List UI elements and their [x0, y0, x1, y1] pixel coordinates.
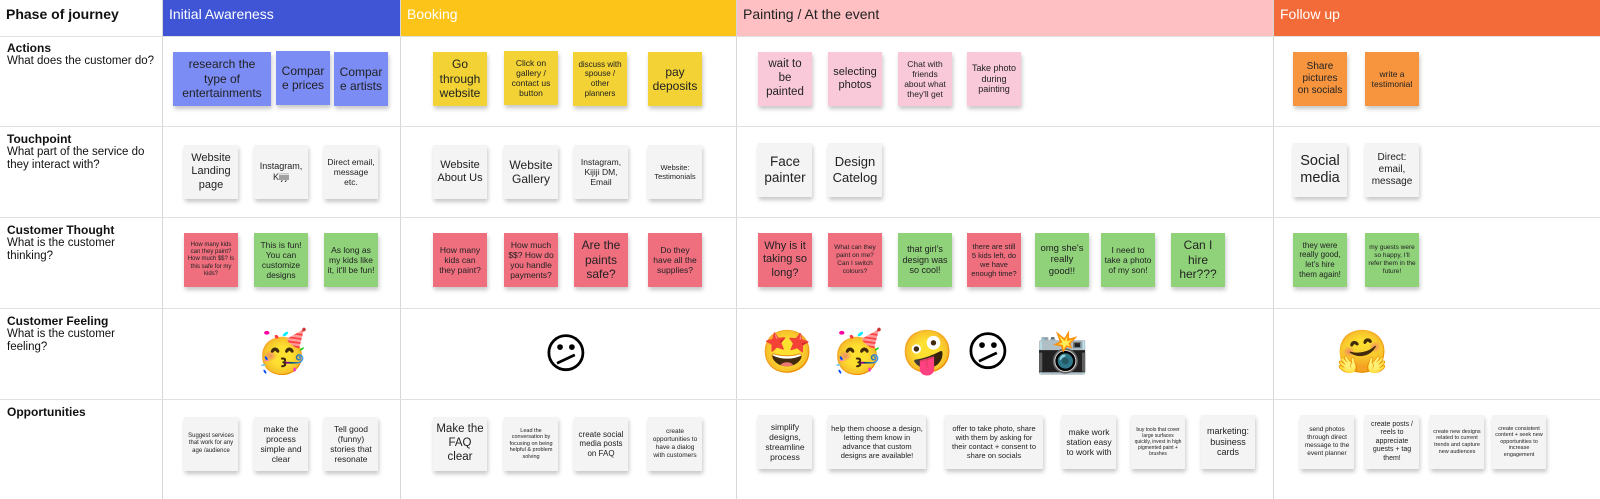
sticky-note[interactable]: omg she's really good!! — [1035, 233, 1089, 287]
row-subtitle: What part of the service do they interac… — [7, 146, 145, 171]
sticky-note[interactable]: As long as my kids like it, it'll be fun… — [324, 233, 378, 287]
column-divider — [1273, 0, 1274, 499]
sticky-note[interactable]: send photos through direct message to th… — [1300, 415, 1354, 469]
sticky-note[interactable]: Website Gallery — [504, 145, 558, 199]
sticky-note[interactable]: Suggest services that work for any age /… — [184, 417, 238, 471]
row-heading: Customer Thought — [7, 223, 115, 237]
sticky-note[interactable]: How many kids can they paint? — [433, 233, 487, 287]
row-heading: Actions — [7, 41, 52, 55]
sticky-note[interactable]: wait to be painted — [758, 52, 812, 106]
sticky-note[interactable]: Share pictures on socials — [1293, 52, 1347, 106]
sticky-note[interactable]: Lead the conversation by focusing on bei… — [504, 417, 558, 471]
sticky-note[interactable]: research the type of entertainments — [173, 52, 271, 106]
confused-face-icon: 😕 — [966, 327, 1010, 376]
sticky-note[interactable]: create consistent content + seek new opp… — [1492, 415, 1546, 469]
sticky-note[interactable]: pay deposits — [648, 52, 702, 106]
sticky-note[interactable]: offer to take photo, share with them by … — [945, 415, 1043, 469]
row-heading: Opportunities — [7, 405, 86, 419]
sticky-note[interactable]: Tell good (funny) stories that resonate — [324, 417, 378, 471]
row-divider — [0, 126, 1600, 127]
sticky-note[interactable]: create opportunities to have a dialog wi… — [648, 417, 702, 471]
sticky-note[interactable]: help them choose a design, letting them … — [828, 415, 926, 469]
phase-header-booking: Booking — [401, 0, 736, 36]
sticky-note[interactable]: marketing: business cards — [1201, 415, 1255, 469]
zany-face-icon: 🤪 — [901, 327, 954, 376]
row-title-customer-feeling: Customer Feeling What is the customer fee… — [7, 315, 157, 354]
sticky-note[interactable]: Website About Us — [433, 145, 487, 199]
sticky-note[interactable]: This is fun! You can customize designs — [254, 233, 308, 287]
hugging-face-icon: 🤗 — [1336, 327, 1389, 376]
row-title-touchpoint: Touchpoint What part of the service do th… — [7, 133, 157, 172]
sticky-note[interactable]: create new designs related to current tr… — [1430, 415, 1484, 469]
phase-of-journey-label: Phase of journey — [6, 6, 119, 22]
sticky-note[interactable]: discuss with spouse / other planners — [573, 52, 627, 106]
sticky-note[interactable]: my guests were so happy, I'll refer them… — [1365, 233, 1419, 287]
sticky-note[interactable]: Direct email, message etc. — [324, 145, 378, 199]
row-subtitle: What is the customer thinking? — [7, 237, 116, 262]
sticky-note[interactable]: Go through website — [433, 52, 487, 106]
row-subtitle: What does the customer do? — [7, 55, 155, 67]
row-divider — [0, 399, 1600, 400]
row-title-actions: Actions What does the customer do? — [7, 42, 157, 68]
sticky-note[interactable]: Website Landing page — [184, 145, 238, 199]
partying-face-icon: 🥳 — [256, 327, 309, 376]
sticky-note[interactable]: make the process simple and clear — [254, 417, 308, 471]
sticky-note[interactable]: Compare prices — [276, 51, 330, 105]
sticky-note[interactable]: Instagram, Kijiji — [254, 145, 308, 199]
sticky-note[interactable]: How many kids can they paint? How much $… — [184, 233, 238, 287]
phase-header-initial-awareness: Initial Awareness — [163, 0, 400, 36]
sticky-note[interactable]: Chat with friends about what they'll get — [898, 52, 952, 106]
sticky-note[interactable]: buy tools that cover large surfaces quic… — [1131, 415, 1185, 469]
phase-header-follow-up: Follow up — [1274, 0, 1600, 36]
column-divider — [736, 0, 737, 499]
sticky-note[interactable]: simplify designs, streamline process — [758, 415, 812, 469]
sticky-note[interactable]: Direct: email, message — [1365, 143, 1419, 197]
sticky-note[interactable]: Instagram, Kijiji DM, Email — [574, 145, 628, 199]
star-struck-icon: 🤩 — [761, 327, 814, 376]
sticky-note[interactable]: that girl's design was so cool! — [898, 233, 952, 287]
row-subtitle: What is the customer feeling? — [7, 328, 116, 353]
sticky-note[interactable]: How much $$? How do you handle payments? — [504, 233, 558, 287]
row-title-opportunities: Opportunities — [7, 406, 157, 419]
sticky-note[interactable]: Take photo during painting — [967, 52, 1021, 106]
row-heading: Touchpoint — [7, 132, 72, 146]
sticky-note[interactable]: they were really good, let's hire them a… — [1293, 233, 1347, 287]
sticky-note[interactable]: Face painter — [758, 143, 812, 197]
sticky-note[interactable]: What can they paint on me? Can I switch … — [828, 233, 882, 287]
phase-header-painting: Painting / At the event — [737, 0, 1273, 36]
sticky-note[interactable]: selecting photos — [828, 52, 882, 106]
sticky-note[interactable]: create posts / reels to appreciate guest… — [1365, 415, 1419, 469]
sticky-note[interactable]: create social media posts on FAQ — [574, 417, 628, 471]
row-divider — [0, 308, 1600, 309]
sticky-note[interactable]: Do they have all the supplies? — [648, 233, 702, 287]
sticky-note[interactable]: Design Catelog — [828, 143, 882, 197]
camera-flash-icon: 📸 — [1036, 327, 1089, 376]
sticky-note[interactable]: Social media — [1293, 143, 1347, 197]
sticky-note[interactable]: Click on gallery / contact us button — [504, 51, 558, 105]
sticky-note[interactable]: there are still 5 kids left, do we have … — [967, 233, 1021, 287]
column-divider — [162, 0, 163, 499]
row-title-customer-thought: Customer Thought What is the customer thi… — [7, 224, 157, 263]
sticky-note[interactable]: Can I hire her??? — [1171, 233, 1225, 287]
sticky-note[interactable]: Website: Testimonials — [648, 145, 702, 199]
sticky-note[interactable]: Compare artists — [334, 52, 388, 106]
sticky-note[interactable]: Are the paints safe? — [574, 233, 628, 287]
sticky-note[interactable]: Make the FAQ clear — [433, 417, 487, 471]
row-heading: Customer Feeling — [7, 314, 109, 328]
sticky-note[interactable]: make work station easy to work with — [1062, 415, 1116, 469]
column-divider — [400, 0, 401, 499]
sticky-note[interactable]: I need to take a photo of my son! — [1101, 233, 1155, 287]
sticky-note[interactable]: write a testimonial — [1365, 52, 1419, 106]
sticky-note[interactable]: Why is it taking so long? — [758, 233, 812, 287]
partying-face-icon: 🥳 — [831, 327, 884, 376]
confused-face-icon: 😕 — [544, 329, 588, 378]
row-divider — [0, 217, 1600, 218]
row-divider — [0, 36, 1600, 37]
